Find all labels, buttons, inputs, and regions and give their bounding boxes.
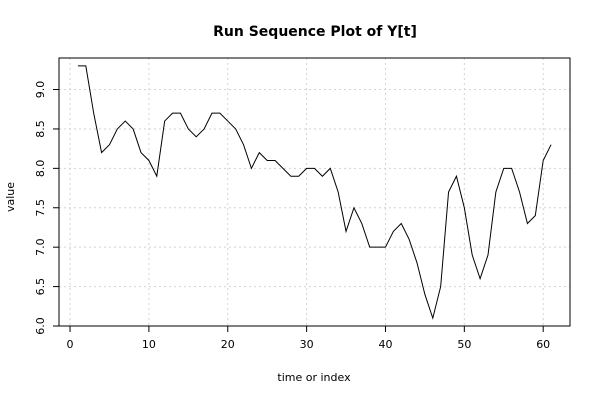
x-tick-label-3: 30 bbox=[300, 338, 314, 351]
y-tick-label-0: 6.0 bbox=[34, 317, 47, 335]
plot-frame bbox=[58, 57, 571, 327]
x-tick-label-0: 0 bbox=[67, 338, 74, 351]
y-axis-label: value bbox=[4, 182, 17, 212]
series-line-0 bbox=[77, 65, 552, 320]
y-tick-label-6: 9.0 bbox=[34, 81, 47, 99]
y-axis: 6.0 6.5 7.0 7.5 8.0 8.5 9.0 bbox=[34, 81, 59, 335]
x-tick-label-6: 60 bbox=[536, 338, 550, 351]
x-axis: 0 10 20 30 40 50 60 bbox=[67, 326, 550, 351]
y-tick-label-5: 8.5 bbox=[34, 120, 47, 138]
grid-lines bbox=[59, 58, 570, 327]
x-tick-label-5: 50 bbox=[457, 338, 471, 351]
chart-title: Run Sequence Plot of Y[t] bbox=[213, 24, 417, 40]
x-tick-label-4: 40 bbox=[378, 338, 392, 351]
y-tick-label-1: 6.5 bbox=[34, 278, 47, 296]
y-tick-label-2: 7.0 bbox=[34, 238, 47, 256]
x-axis-label: time or index bbox=[277, 371, 351, 384]
y-tick-label-3: 7.5 bbox=[34, 199, 47, 217]
x-tick-label-2: 20 bbox=[221, 338, 235, 351]
x-tick-label-1: 10 bbox=[142, 338, 156, 351]
series-layer bbox=[77, 65, 552, 320]
y-tick-label-4: 8.0 bbox=[34, 160, 47, 178]
